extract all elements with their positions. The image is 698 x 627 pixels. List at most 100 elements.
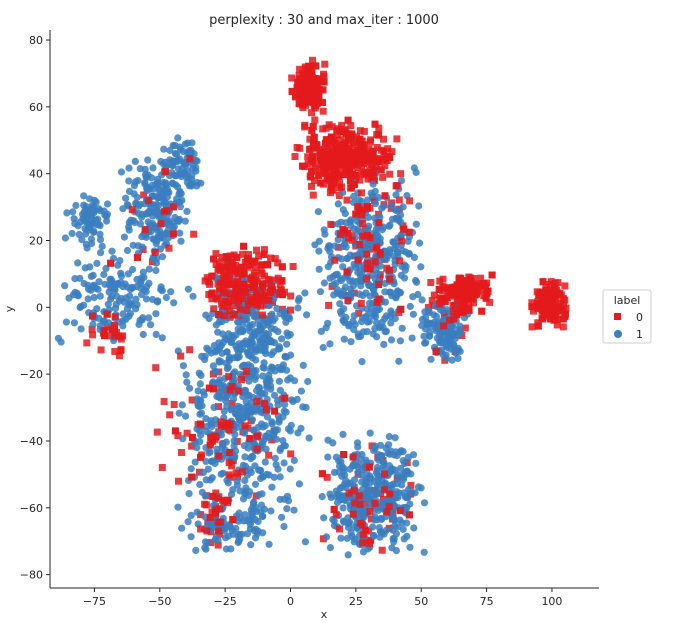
- scatter-point-label-1: [340, 467, 348, 475]
- scatter-point-label-0: [344, 116, 352, 124]
- scatter-point-label-0: [226, 307, 234, 315]
- scatter-point-label-0: [301, 95, 309, 102]
- scatter-point-label-0: [270, 276, 278, 284]
- scatter-point-label-1: [129, 265, 137, 274]
- scatter-point-label-1: [202, 457, 210, 465]
- scatter-point-label-0: [363, 250, 371, 258]
- scatter-point-label-1: [130, 182, 138, 190]
- scatter-point-label-0: [210, 385, 217, 393]
- scatter-point-label-1: [436, 306, 444, 314]
- scatter-point-label-0: [271, 255, 279, 263]
- scatter-point-label-0: [405, 511, 413, 519]
- scatter-point-label-0: [534, 322, 542, 330]
- scatter-point-label-0: [186, 155, 194, 163]
- scatter-point-label-0: [343, 196, 351, 204]
- scatter-point-label-0: [443, 294, 451, 302]
- scatter-point-label-1: [188, 171, 196, 179]
- scatter-point-label-0: [209, 492, 217, 500]
- scatter-point-label-1: [222, 397, 230, 405]
- scatter-point-label-1: [410, 524, 418, 532]
- scatter-point-label-0: [255, 252, 263, 260]
- scatter-point-label-0: [89, 331, 97, 339]
- scatter-point-label-0: [360, 531, 368, 539]
- scatter-point-label-1: [234, 382, 242, 390]
- y-tick-label: −40: [20, 435, 43, 448]
- scatter-point-label-0: [218, 254, 226, 261]
- scatter-point-label-0: [327, 220, 335, 228]
- scatter-point-label-0: [363, 275, 371, 283]
- scatter-point-label-0: [225, 426, 233, 434]
- scatter-point-label-0: [197, 511, 205, 519]
- scatter-point-label-1: [255, 491, 263, 499]
- scatter-point-label-0: [380, 148, 388, 156]
- legend-entry-1: 1: [636, 328, 643, 341]
- scatter-point-label-1: [192, 546, 200, 555]
- scatter-point-label-1: [168, 179, 176, 187]
- scatter-point-label-0: [350, 487, 358, 495]
- scatter-point-label-1: [274, 345, 282, 353]
- scatter-point-label-1: [208, 521, 216, 529]
- scatter-point-label-0: [327, 160, 335, 168]
- scatter-point-label-1: [107, 275, 115, 283]
- scatter-point-label-1: [122, 315, 130, 323]
- scatter-point-label-1: [141, 170, 150, 179]
- scatter-point-label-1: [280, 459, 288, 467]
- scatter-point-label-0: [319, 125, 327, 133]
- scatter-point-label-0: [338, 183, 345, 191]
- scatter-point-label-0: [310, 102, 318, 110]
- scatter-point-label-1: [187, 465, 195, 473]
- scatter-point-label-0: [441, 297, 449, 305]
- scatter-point-label-0: [455, 287, 463, 295]
- scatter-point-label-1: [443, 343, 451, 351]
- scatter-point-label-0: [359, 539, 367, 547]
- scatter-point-label-0: [400, 225, 408, 233]
- legend-title: label: [614, 294, 641, 307]
- scatter-point-label-1: [350, 192, 358, 201]
- scatter-point-label-0: [214, 541, 222, 549]
- scatter-point-label-1: [249, 321, 257, 329]
- scatter-point-label-1: [230, 437, 238, 445]
- scatter-point-label-0: [228, 400, 236, 407]
- scatter-point-label-1: [155, 180, 163, 188]
- scatter-point-label-0: [336, 525, 343, 533]
- scatter-point-label-0: [216, 279, 224, 287]
- scatter-point-label-1: [385, 222, 393, 230]
- scatter-point-label-0: [117, 335, 125, 343]
- scatter-point-label-1: [129, 241, 137, 249]
- scatter-point-label-0: [254, 432, 261, 440]
- scatter-point-label-0: [318, 155, 326, 163]
- scatter-point-label-0: [103, 323, 111, 331]
- scatter-point-label-0: [141, 226, 149, 234]
- scatter-point-label-0: [295, 89, 303, 97]
- scatter-point-label-0: [216, 518, 224, 526]
- scatter-point-label-0: [335, 142, 343, 150]
- scatter-point-label-0: [333, 155, 341, 163]
- scatter-point-label-1: [281, 352, 289, 360]
- scatter-point-label-1: [183, 167, 191, 175]
- scatter-point-label-0: [234, 299, 242, 307]
- scatter-point-label-1: [214, 346, 222, 354]
- scatter-point-label-0: [465, 306, 473, 314]
- scatter-point-label-1: [203, 344, 211, 352]
- scatter-point-label-1: [315, 247, 323, 255]
- scatter-point-label-1: [178, 196, 186, 204]
- scatter-point-label-0: [338, 121, 346, 129]
- scatter-point-label-0: [461, 280, 469, 288]
- scatter-point-label-1: [239, 393, 247, 401]
- scatter-point-label-0: [359, 220, 367, 228]
- scatter-point-label-1: [420, 548, 428, 556]
- scatter-point-label-0: [197, 420, 204, 428]
- scatter-point-label-0: [337, 127, 345, 135]
- scatter-point-label-0: [398, 237, 406, 245]
- scatter-point-label-0: [308, 74, 316, 82]
- scatter-point-label-0: [210, 305, 218, 313]
- scatter-point-label-1: [338, 290, 346, 298]
- scatter-point-label-0: [335, 243, 343, 251]
- scatter-point-label-1: [133, 275, 141, 283]
- scatter-point-label-1: [371, 187, 379, 195]
- scatter-point-label-1: [241, 510, 249, 519]
- scatter-point-label-0: [356, 240, 364, 248]
- scatter-point-label-1: [178, 401, 186, 409]
- scatter-point-label-1: [252, 405, 260, 413]
- scatter-point-label-1: [251, 375, 259, 383]
